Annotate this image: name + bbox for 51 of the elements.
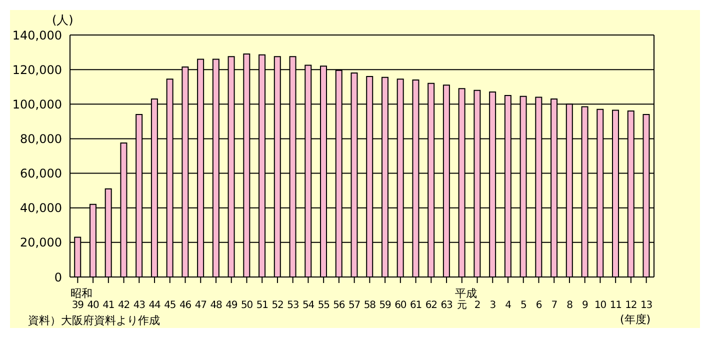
x-tick-label: 56	[333, 300, 345, 311]
x-tick-label: 43	[133, 300, 146, 311]
y-axis-title: (人)	[52, 12, 74, 29]
x-tick-label: 51	[256, 300, 268, 311]
text: 資料）大阪府資料より作成	[28, 313, 160, 328]
y-tick-label: 0	[54, 270, 62, 284]
x-tick-label: 57	[348, 300, 360, 311]
x-tick-label: 50	[240, 300, 253, 311]
x-tick-label: 49	[226, 300, 238, 311]
x-tick-label: 12	[625, 300, 637, 311]
y-tick-label: 140,000	[12, 28, 62, 42]
x-tick-label: 48	[210, 300, 222, 311]
x-axis-title: (年度)	[620, 312, 651, 327]
x-tick-label: 60	[394, 300, 406, 311]
x-tick-label: 40	[87, 300, 100, 311]
x-tick-label: 42	[118, 300, 130, 311]
x-tick-label: 47	[194, 300, 207, 311]
y-tick-label: 100,000	[12, 97, 62, 112]
x-tick-label: 61	[410, 300, 422, 311]
x-tick-label: 62	[425, 300, 438, 311]
x-tick-label: 元	[457, 300, 468, 311]
x-tick-label: 59	[379, 300, 392, 311]
y-tick-label: 60,000	[20, 166, 62, 181]
x-tick-label: 11	[610, 300, 622, 311]
y-tick-label: 40,000	[20, 201, 62, 216]
y-tick-label: 80,000	[20, 132, 62, 146]
text: 平成	[454, 287, 477, 300]
x-tick-label: 10	[594, 300, 606, 311]
x-tick-label: 4	[505, 300, 512, 311]
x-tick-label: 46	[180, 300, 192, 311]
y-tick-label: 20,000	[20, 236, 62, 250]
x-tick-label: 52	[272, 300, 284, 311]
y-tick-label: 120,000	[12, 62, 62, 77]
x-tick-label: 3	[490, 300, 496, 311]
x-tick-label: 39	[72, 300, 84, 311]
x-tick-label: 7	[551, 300, 558, 311]
x-tick-label: 13	[640, 300, 652, 311]
text: 昭和	[70, 287, 93, 300]
x-tick-label: 6	[536, 300, 542, 311]
x-tick-label: 58	[364, 300, 376, 311]
x-tick-label: 45	[164, 300, 176, 311]
x-tick-label: 9	[582, 300, 588, 311]
x-tick-label: 55	[318, 300, 330, 311]
x-tick-label: 41	[102, 300, 114, 311]
x-tick-label: 63	[440, 300, 453, 311]
x-tick-label: 44	[148, 300, 161, 311]
x-tick-label: 8	[566, 300, 573, 311]
x-tick-label: 53	[287, 300, 299, 311]
x-tick-label: 5	[520, 300, 526, 311]
x-tick-label: 54	[302, 300, 314, 311]
x-tick-label: 2	[474, 300, 480, 311]
